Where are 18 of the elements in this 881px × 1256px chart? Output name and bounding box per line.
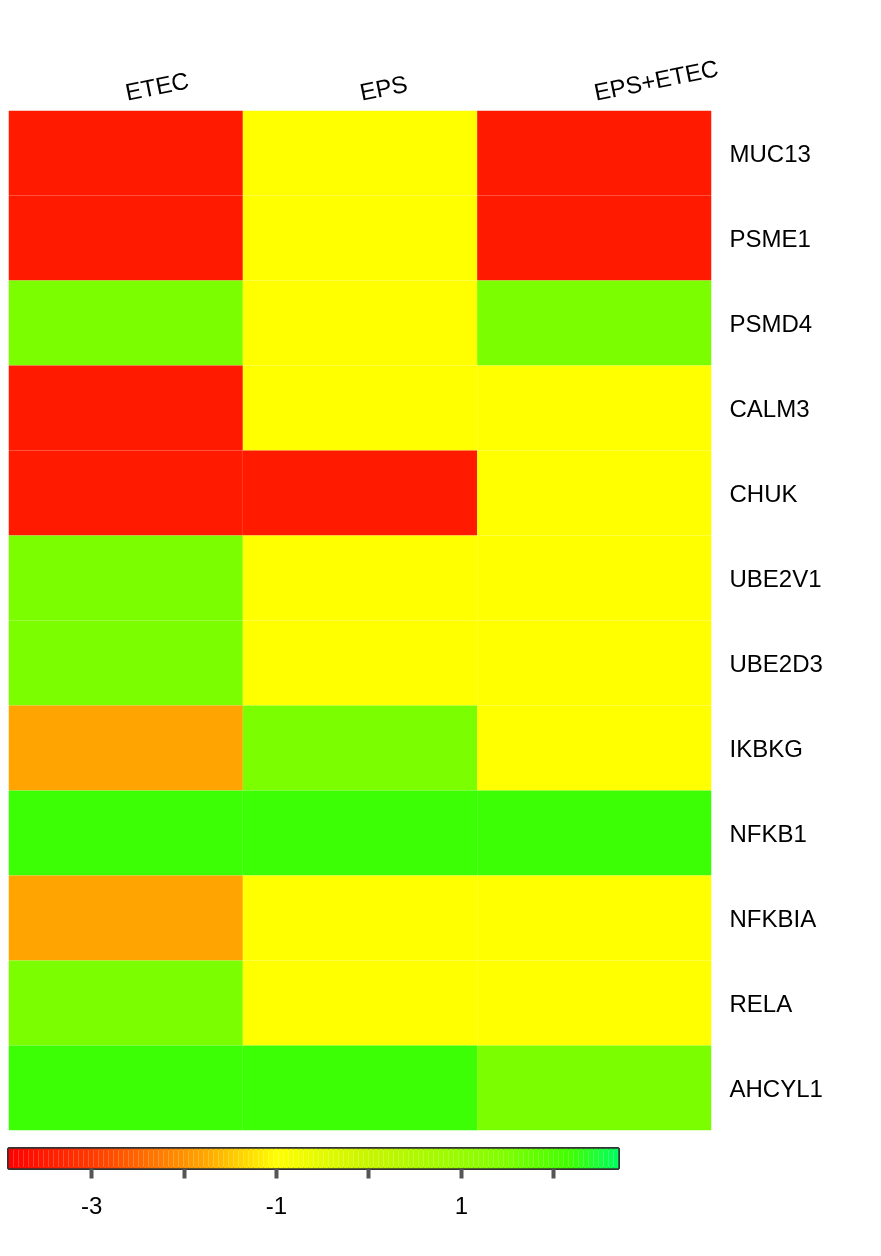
y-tick-label: MUC13 [729,139,811,167]
color-bar-label: 1 [454,1191,469,1219]
x-tick-label: ETEC [122,66,192,106]
y-tick-label: CALM3 [729,394,810,422]
y-tick-label: NFKBIA [729,904,817,932]
y-tick-label: PSMD4 [729,309,813,337]
y-tick-label: UBE2D3 [729,649,823,677]
y-tick-label: PSME1 [729,224,811,252]
color-bar-label: -3 [81,1191,103,1219]
color-bar-label: -1 [265,1191,288,1219]
y-tick-label: IKBKG [729,734,803,762]
x-tick-label: EPS+ETEC [591,54,721,106]
x-tick-label: EPS [357,69,410,106]
y-tick-label: AHCYL1 [729,1074,823,1102]
y-tick-label: CHUK [729,479,798,507]
y-tick-label: RELA [729,989,793,1017]
y-tick-label: NFKB1 [729,819,807,847]
y-tick-label: UBE2V1 [729,564,822,592]
